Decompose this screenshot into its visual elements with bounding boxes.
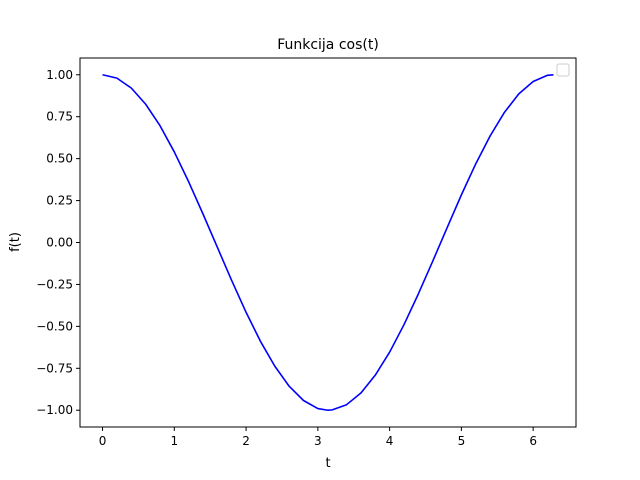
y-axis-ticks: −1.00 −0.75 −0.50 −0.25 0.00 0.25 0.50 0.75 1.00 xyxy=(36,68,80,417)
x-tick-label: 1 xyxy=(170,434,178,448)
y-tick-label: 0.00 xyxy=(46,236,73,250)
x-axis-label: t xyxy=(325,456,330,471)
y-tick-label: 1.00 xyxy=(46,68,73,82)
x-tick-label: 2 xyxy=(242,434,250,448)
y-tick-label: −1.00 xyxy=(36,403,73,417)
chart-title: Funkcija cos(t) xyxy=(277,37,379,53)
x-tick-label: 4 xyxy=(386,434,394,448)
y-tick-label: 0.75 xyxy=(46,110,73,124)
plot-area xyxy=(80,58,576,427)
y-tick-label: −0.50 xyxy=(36,319,73,333)
axes-frame xyxy=(79,57,577,428)
x-axis-ticks: 0 1 2 3 4 5 6 xyxy=(99,427,537,448)
y-tick-label: −0.75 xyxy=(36,361,73,375)
y-tick-label: −0.25 xyxy=(36,277,73,291)
y-axis-label: f(t) xyxy=(8,232,23,252)
x-tick-label: 5 xyxy=(458,434,466,448)
legend-box xyxy=(556,63,570,77)
cos-series-line xyxy=(102,73,554,412)
y-tick-label: 0.50 xyxy=(46,152,73,166)
x-tick-label: 6 xyxy=(529,434,537,448)
x-tick-label: 3 xyxy=(314,434,322,448)
y-tick-label: 0.25 xyxy=(46,194,73,208)
x-tick-label: 0 xyxy=(99,434,107,448)
